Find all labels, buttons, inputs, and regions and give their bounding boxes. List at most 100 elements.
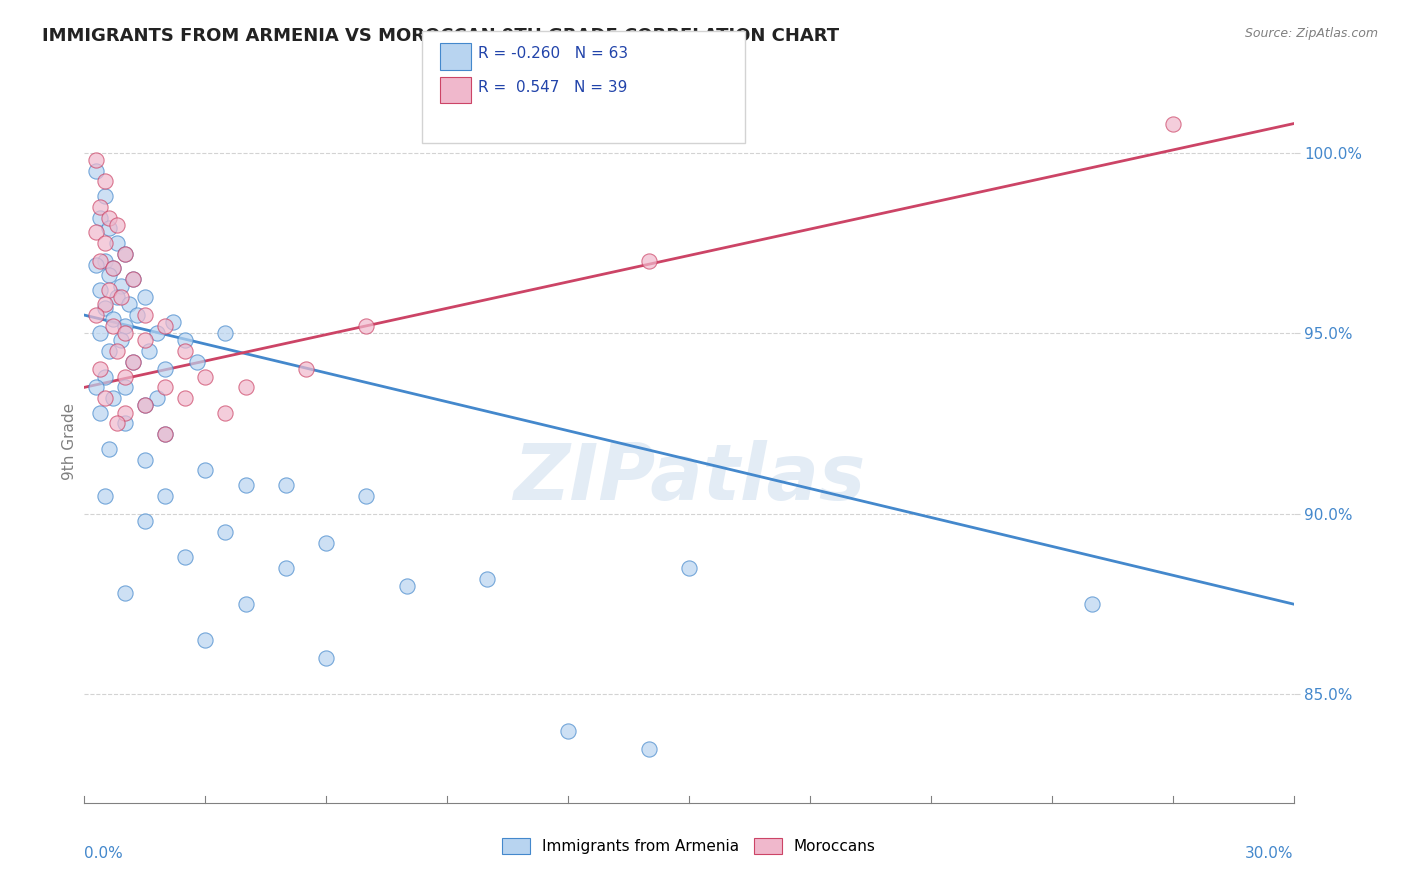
Point <box>125 308 148 322</box>
Point <box>89 283 111 297</box>
Point <box>86 163 108 178</box>
Point <box>121 272 143 286</box>
Point <box>1081 597 1104 611</box>
Point <box>134 290 156 304</box>
Point <box>114 318 136 333</box>
Point <box>174 550 197 565</box>
Point <box>356 318 378 333</box>
Point <box>93 254 115 268</box>
Text: ZIPatlas: ZIPatlas <box>513 440 865 516</box>
Point <box>214 524 236 539</box>
Point <box>93 297 115 311</box>
Point <box>134 399 156 413</box>
Point <box>93 369 115 384</box>
Point <box>153 427 176 442</box>
Point <box>93 301 115 315</box>
Point <box>174 391 197 405</box>
Point <box>105 417 128 431</box>
Point <box>93 174 115 188</box>
Point <box>97 268 120 283</box>
Text: 30.0%: 30.0% <box>1246 847 1294 861</box>
Point <box>295 362 318 376</box>
Point <box>101 261 124 276</box>
Point <box>637 741 659 756</box>
Point <box>93 235 115 250</box>
Point <box>101 318 124 333</box>
Point <box>162 315 184 329</box>
Point <box>97 283 120 297</box>
Point <box>114 369 136 384</box>
Point <box>356 489 378 503</box>
Point <box>235 478 257 492</box>
Text: R = -0.260   N = 63: R = -0.260 N = 63 <box>478 46 628 61</box>
Point <box>395 579 418 593</box>
Text: IMMIGRANTS FROM ARMENIA VS MOROCCAN 9TH GRADE CORRELATION CHART: IMMIGRANTS FROM ARMENIA VS MOROCCAN 9TH … <box>42 27 839 45</box>
Text: Source: ZipAtlas.com: Source: ZipAtlas.com <box>1244 27 1378 40</box>
Point <box>235 597 257 611</box>
Point <box>105 235 128 250</box>
Point <box>114 417 136 431</box>
Point <box>114 406 136 420</box>
Point <box>274 561 297 575</box>
Point <box>97 442 120 456</box>
Point <box>153 427 176 442</box>
Point <box>134 399 156 413</box>
Point <box>89 326 111 341</box>
Point <box>153 489 176 503</box>
Point <box>121 355 143 369</box>
Point <box>89 254 111 268</box>
Point <box>110 279 132 293</box>
Point <box>153 318 176 333</box>
Point <box>93 489 115 503</box>
Point <box>134 514 156 528</box>
Point <box>97 211 120 225</box>
Point <box>186 355 208 369</box>
Point <box>89 200 111 214</box>
Point <box>86 258 108 272</box>
Point <box>114 326 136 341</box>
Point <box>86 225 108 239</box>
Point <box>114 380 136 394</box>
Point <box>315 535 337 549</box>
Point <box>86 153 108 167</box>
Point <box>134 334 156 348</box>
Y-axis label: 9th Grade: 9th Grade <box>62 403 77 480</box>
Point <box>138 344 160 359</box>
Point <box>93 189 115 203</box>
Point <box>101 311 124 326</box>
Point <box>194 633 217 648</box>
Point <box>153 362 176 376</box>
Point <box>678 561 700 575</box>
Point <box>557 723 579 738</box>
Text: R =  0.547   N = 39: R = 0.547 N = 39 <box>478 80 627 95</box>
Point <box>97 221 120 235</box>
Point <box>110 290 132 304</box>
Point <box>637 254 659 268</box>
Point <box>146 391 169 405</box>
Point <box>89 362 111 376</box>
Point <box>89 406 111 420</box>
Point <box>235 380 257 394</box>
Point <box>274 478 297 492</box>
Point <box>174 344 197 359</box>
Point <box>121 355 143 369</box>
Point <box>153 380 176 394</box>
Point <box>174 334 197 348</box>
Point <box>105 344 128 359</box>
Point <box>105 290 128 304</box>
Point <box>114 246 136 260</box>
Point <box>214 406 236 420</box>
Point <box>86 380 108 394</box>
Point <box>477 572 499 586</box>
Point <box>101 261 124 276</box>
Point <box>93 391 115 405</box>
Point <box>89 211 111 225</box>
Point <box>121 272 143 286</box>
Point <box>114 246 136 260</box>
Point <box>1161 117 1184 131</box>
Point <box>86 308 108 322</box>
Point <box>315 651 337 665</box>
Point <box>134 452 156 467</box>
Point <box>118 297 141 311</box>
Legend: Immigrants from Armenia, Moroccans: Immigrants from Armenia, Moroccans <box>496 832 882 860</box>
